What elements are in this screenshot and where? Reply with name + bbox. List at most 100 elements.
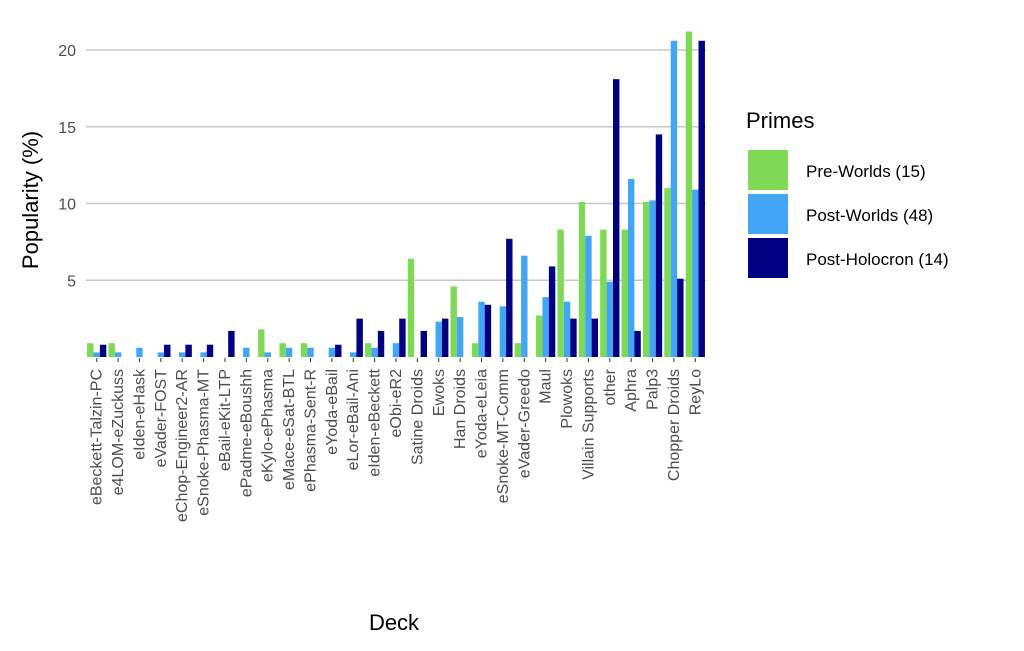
bar — [371, 347, 378, 357]
bar — [300, 343, 308, 357]
x-axis-title: Deck — [369, 610, 420, 635]
bar — [670, 40, 678, 357]
bar — [649, 200, 656, 357]
bar — [206, 344, 214, 357]
x-tick-label: ePhasma-Sent-R — [302, 369, 319, 492]
bar — [407, 258, 415, 357]
bar — [570, 318, 577, 357]
bar — [634, 330, 641, 357]
bar — [536, 315, 543, 357]
bar — [136, 347, 143, 357]
bar — [664, 188, 671, 357]
bar — [435, 321, 442, 357]
x-tick-label: eVader-FOST — [153, 369, 170, 468]
bar — [563, 301, 571, 357]
legend-label: Post-Worlds (48) — [806, 206, 933, 225]
bar — [114, 352, 122, 357]
x-tick-label: eBeckett-Talzin-PC — [89, 369, 106, 505]
legend-swatch — [748, 150, 788, 190]
x-tick-label: Aphra — [623, 369, 640, 412]
x-tick-label: eIden-eBeckett — [367, 368, 384, 476]
legend-title: Primes — [746, 108, 814, 133]
bar — [621, 229, 628, 357]
bar — [365, 343, 372, 357]
bar — [377, 330, 385, 357]
bar — [591, 318, 599, 357]
bar — [200, 352, 207, 357]
bar — [420, 330, 427, 357]
x-tick-label: Ewoks — [431, 369, 448, 416]
bar — [228, 330, 235, 357]
bar — [307, 347, 314, 357]
bar — [243, 347, 250, 357]
legend-swatch — [748, 238, 788, 278]
y-tick-label: 10 — [58, 197, 76, 214]
bar — [585, 235, 592, 357]
x-tick-label: Chopper Droids — [666, 369, 683, 481]
bar — [613, 79, 620, 357]
bar — [521, 255, 528, 357]
bar — [642, 201, 650, 357]
bar — [578, 201, 586, 357]
bar — [328, 347, 336, 357]
y-tick-label: 15 — [58, 120, 76, 137]
legend-label: Pre-Worlds (15) — [806, 162, 926, 181]
x-tick-label: e4LOM-eZuckuss — [110, 369, 127, 495]
bar — [557, 229, 564, 357]
x-tick-label: eVader-Greedo — [516, 369, 533, 478]
x-tick-label: Han Droids — [452, 369, 469, 449]
bar — [692, 189, 699, 357]
x-tick-label: eBail-eKit-LTP — [217, 369, 234, 471]
x-tick-label: eChop-Engineer2-AR — [174, 369, 191, 522]
y-axis-title: Popularity (%) — [18, 131, 43, 269]
bar — [685, 31, 693, 358]
y-axis-ticks: 5 10 15 20 — [58, 43, 76, 290]
bar — [87, 343, 94, 357]
x-tick-label: eLor-eBail-Ani — [345, 369, 362, 470]
bar — [655, 134, 663, 357]
bar — [264, 352, 271, 357]
bar — [99, 344, 107, 357]
x-tick-label: eYoda-eLeia — [474, 369, 491, 458]
bar — [450, 286, 457, 357]
x-tick-label: Plowoks — [559, 369, 576, 429]
x-tick-label: Satine Droids — [409, 369, 426, 465]
x-tick-label: ReyLo — [687, 369, 704, 415]
bar — [108, 343, 115, 357]
bar — [350, 352, 357, 357]
x-tick-label: ePadme-eBoushh — [238, 369, 255, 497]
bar — [441, 318, 449, 357]
x-axis-ticks: eBeckett-Talzin-PC e4LOM-eZuckuss eIden-eH… — [89, 358, 704, 522]
bar — [548, 266, 556, 357]
bar — [399, 318, 406, 357]
legend-label: Post-Holocron (14) — [806, 250, 949, 269]
bar — [478, 301, 485, 357]
bar — [456, 317, 464, 357]
bar — [335, 344, 342, 357]
x-tick-label: eYoda-eBail — [324, 369, 341, 455]
x-tick-label: other — [602, 368, 619, 405]
bar — [677, 278, 684, 357]
bar — [258, 329, 265, 357]
bar — [698, 40, 705, 357]
x-tick-label: Villain Supports — [580, 369, 597, 480]
bar — [164, 344, 171, 357]
legend-swatch — [748, 194, 788, 234]
bar — [471, 343, 479, 357]
bar — [185, 344, 192, 357]
bars — [87, 31, 705, 358]
bar — [499, 306, 507, 357]
bar — [514, 343, 522, 357]
x-tick-label: eIden-eHask — [131, 368, 148, 460]
x-tick-label: eMace-eSat-BTL — [281, 369, 298, 490]
x-tick-label: Maul — [538, 369, 555, 404]
x-tick-label: Palp3 — [645, 369, 662, 410]
bar — [506, 238, 513, 357]
bar — [285, 347, 293, 357]
bar — [93, 352, 100, 357]
bar — [600, 229, 607, 357]
y-tick-label: 5 — [67, 273, 76, 290]
x-tick-label: eSnoke-Phasma-MT — [196, 369, 213, 516]
bar — [627, 178, 635, 357]
